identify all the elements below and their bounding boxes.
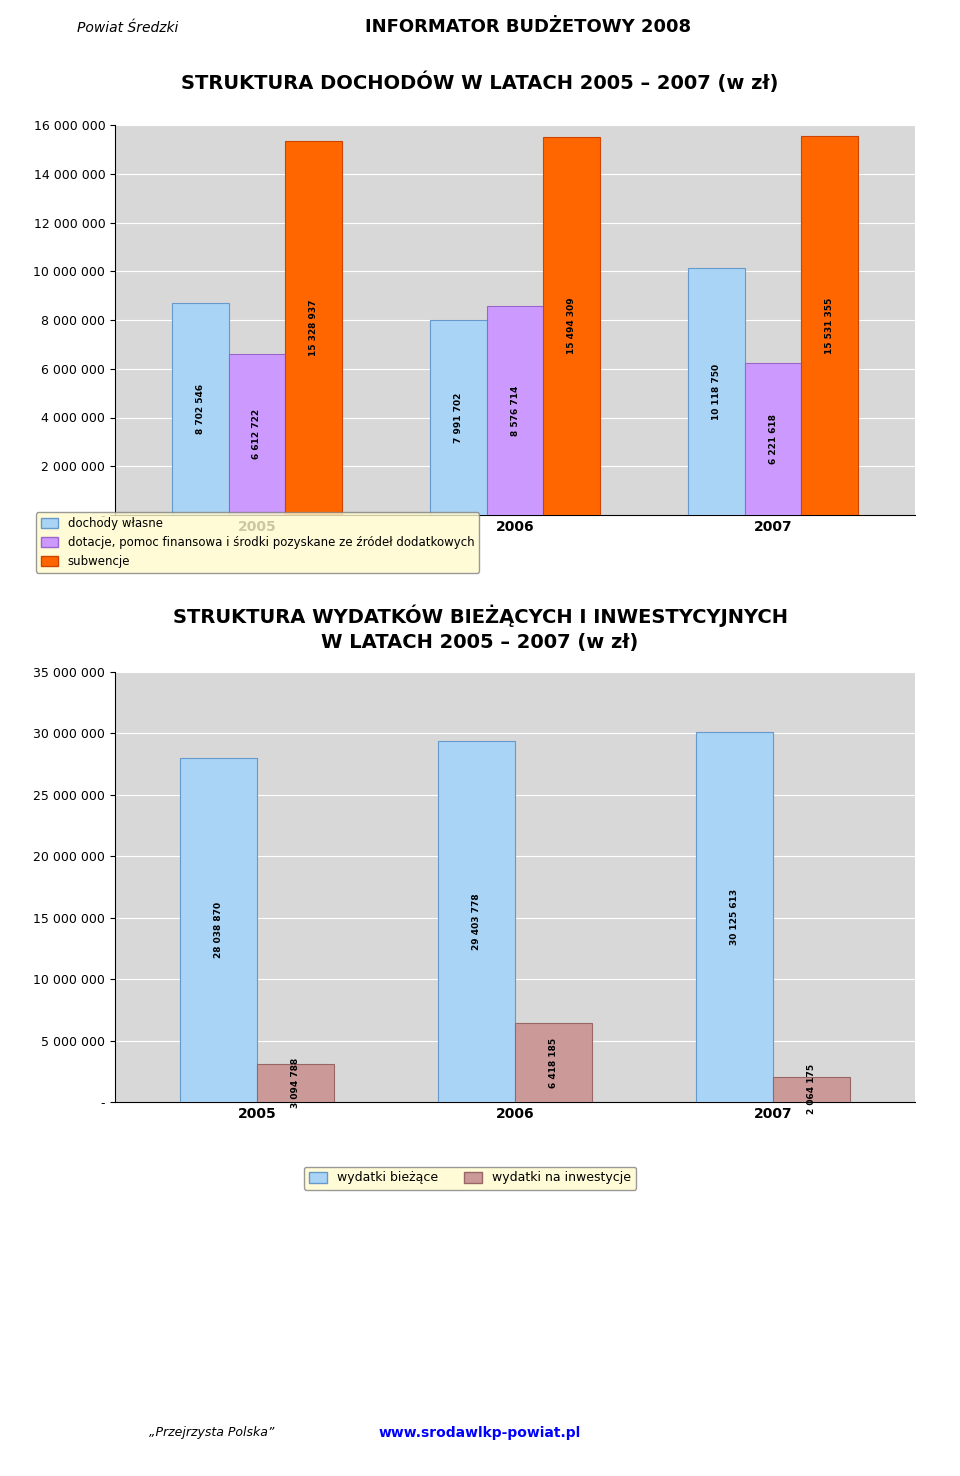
Text: 2 064 175: 2 064 175 <box>807 1064 816 1114</box>
Bar <box>257 1064 334 1103</box>
Text: 15 531 355: 15 531 355 <box>826 298 834 354</box>
Text: www.srodawlkp-powiat.pl: www.srodawlkp-powiat.pl <box>379 1426 581 1439</box>
Text: 3 094 788: 3 094 788 <box>291 1058 300 1108</box>
Text: 15 328 937: 15 328 937 <box>309 300 318 356</box>
Text: 8 576 714: 8 576 714 <box>511 385 519 435</box>
Bar <box>438 741 515 1103</box>
Text: 10 118 750: 10 118 750 <box>711 363 721 419</box>
Text: 6 418 185: 6 418 185 <box>549 1038 558 1088</box>
Text: 6 612 722: 6 612 722 <box>252 409 261 459</box>
Text: 15 494 309: 15 494 309 <box>567 298 576 354</box>
Bar <box>745 363 802 515</box>
Text: 7 991 702: 7 991 702 <box>454 393 463 443</box>
Legend: wydatki bieżące, wydatki na inwestycje: wydatki bieżące, wydatki na inwestycje <box>303 1166 636 1190</box>
Text: INFORMATOR BUDŻETOWY 2008: INFORMATOR BUDŻETOWY 2008 <box>365 19 691 37</box>
Text: „Przejrzysta Polska”: „Przejrzysta Polska” <box>149 1426 274 1439</box>
Bar <box>180 757 257 1103</box>
Text: 8 702 546: 8 702 546 <box>196 384 204 434</box>
Bar <box>688 269 745 515</box>
Text: Powiat Średzki: Powiat Średzki <box>77 21 179 34</box>
Bar <box>430 320 487 515</box>
Text: 6 221 618: 6 221 618 <box>769 415 778 463</box>
Bar <box>773 1076 851 1103</box>
Bar <box>543 137 600 515</box>
Text: 28 038 870: 28 038 870 <box>214 902 223 958</box>
Text: 29 403 778: 29 403 778 <box>471 893 481 949</box>
Text: W LATACH 2005 – 2007 (w zł): W LATACH 2005 – 2007 (w zł) <box>322 633 638 652</box>
Text: STRUKTURA WYDATKÓW BIEŻĄCYCH I INWESTYCYJNYCH: STRUKTURA WYDATKÓW BIEŻĄCYCH I INWESTYCY… <box>173 604 787 627</box>
Bar <box>172 303 228 515</box>
Bar <box>285 142 342 515</box>
Bar <box>487 306 543 515</box>
Text: 30 125 613: 30 125 613 <box>730 889 739 945</box>
Bar <box>802 136 858 515</box>
Bar <box>228 354 285 515</box>
Legend: dochody własne, dotacje, pomoc finansowa i środki pozyskane ze źródeł dodatkowyc: dochody własne, dotacje, pomoc finansowa… <box>36 512 479 573</box>
Bar <box>696 732 773 1103</box>
Bar <box>515 1023 592 1103</box>
Text: STRUKTURA DOCHODÓW W LATACH 2005 – 2007 (w zł): STRUKTURA DOCHODÓW W LATACH 2005 – 2007 … <box>181 72 779 93</box>
